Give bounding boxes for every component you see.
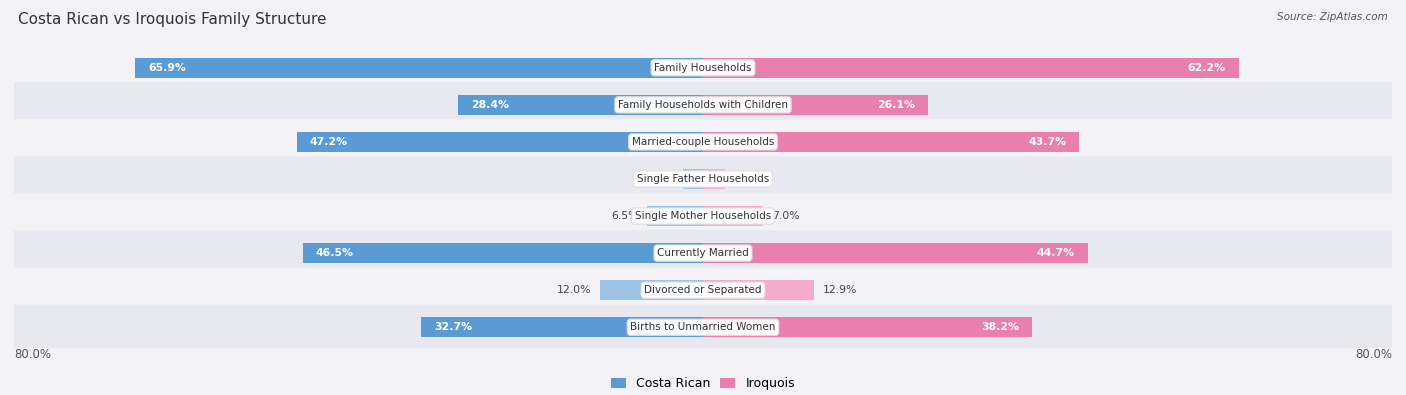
Text: 7.0%: 7.0% — [772, 211, 800, 221]
Text: 26.1%: 26.1% — [877, 100, 915, 110]
Text: 44.7%: 44.7% — [1036, 248, 1076, 258]
Text: 12.0%: 12.0% — [557, 285, 591, 295]
Bar — [703, 243, 1088, 263]
Text: 46.5%: 46.5% — [315, 248, 353, 258]
Bar — [302, 243, 703, 263]
FancyBboxPatch shape — [8, 45, 1398, 90]
Bar — [703, 169, 725, 189]
Text: 2.3%: 2.3% — [647, 174, 675, 184]
Text: Single Mother Households: Single Mother Households — [636, 211, 770, 221]
FancyBboxPatch shape — [8, 119, 1398, 164]
Text: 38.2%: 38.2% — [981, 322, 1019, 332]
Text: Currently Married: Currently Married — [657, 248, 749, 258]
Text: 28.4%: 28.4% — [471, 100, 509, 110]
Bar — [135, 58, 703, 78]
Text: 65.9%: 65.9% — [149, 63, 186, 73]
Text: 80.0%: 80.0% — [1355, 348, 1392, 361]
Bar — [703, 280, 814, 300]
Text: Single Father Households: Single Father Households — [637, 174, 769, 184]
Bar — [703, 317, 1032, 337]
FancyBboxPatch shape — [8, 267, 1398, 313]
Bar — [703, 95, 928, 115]
Text: 62.2%: 62.2% — [1188, 63, 1226, 73]
Bar — [683, 169, 703, 189]
Text: Births to Unmarried Women: Births to Unmarried Women — [630, 322, 776, 332]
FancyBboxPatch shape — [8, 231, 1398, 276]
Text: 12.9%: 12.9% — [823, 285, 858, 295]
Bar — [703, 58, 1239, 78]
Bar — [703, 132, 1080, 152]
Bar — [703, 206, 763, 226]
Bar — [458, 95, 703, 115]
Text: Family Households with Children: Family Households with Children — [619, 100, 787, 110]
Text: 80.0%: 80.0% — [14, 348, 51, 361]
Legend: Costa Rican, Iroquois: Costa Rican, Iroquois — [606, 372, 800, 395]
Bar — [297, 132, 703, 152]
Text: Married-couple Households: Married-couple Households — [631, 137, 775, 147]
Text: 47.2%: 47.2% — [309, 137, 347, 147]
Text: Family Households: Family Households — [654, 63, 752, 73]
Text: 6.5%: 6.5% — [612, 211, 638, 221]
Text: Costa Rican vs Iroquois Family Structure: Costa Rican vs Iroquois Family Structure — [18, 12, 326, 27]
FancyBboxPatch shape — [8, 305, 1398, 350]
Text: 43.7%: 43.7% — [1028, 137, 1066, 147]
FancyBboxPatch shape — [8, 194, 1398, 239]
FancyBboxPatch shape — [8, 82, 1398, 128]
FancyBboxPatch shape — [8, 156, 1398, 201]
Text: 32.7%: 32.7% — [434, 322, 472, 332]
Bar — [422, 317, 703, 337]
Text: 2.6%: 2.6% — [734, 174, 762, 184]
Text: Divorced or Separated: Divorced or Separated — [644, 285, 762, 295]
Bar — [647, 206, 703, 226]
Text: Source: ZipAtlas.com: Source: ZipAtlas.com — [1277, 12, 1388, 22]
Bar — [599, 280, 703, 300]
